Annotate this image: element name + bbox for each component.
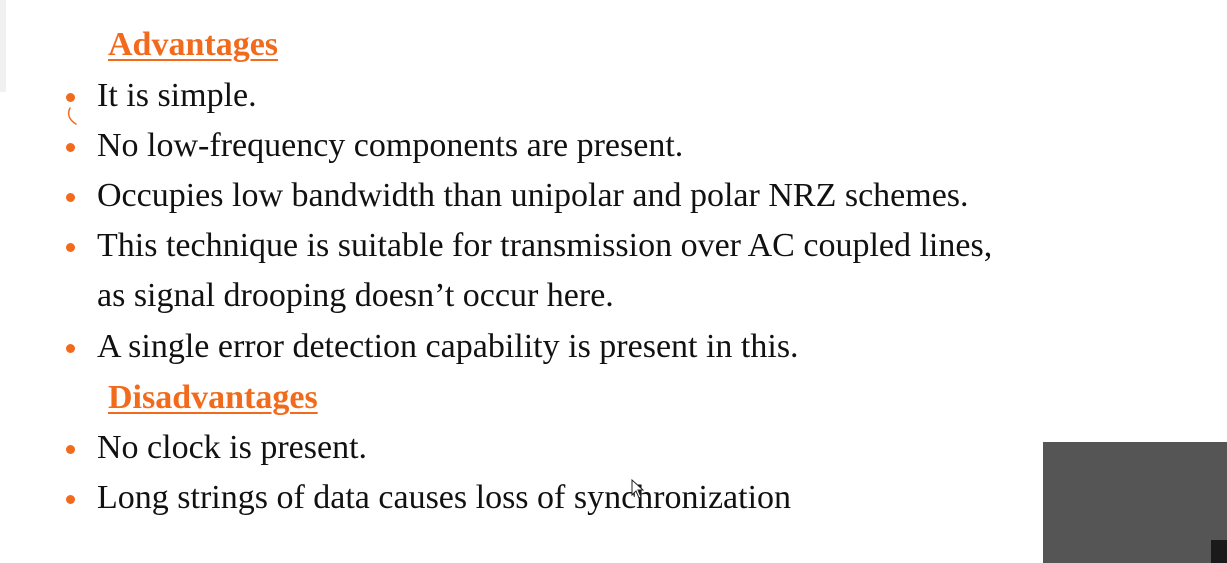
disadvantages-heading: Disadvantages (108, 379, 318, 416)
bullet-icon (66, 193, 75, 202)
advantage-item-text: This technique is suitable for transmiss… (97, 227, 993, 264)
bullet-icon (66, 93, 75, 102)
ink-scribble-icon (67, 107, 77, 125)
bullet-icon (66, 344, 75, 353)
mouse-cursor-icon (631, 479, 645, 499)
bullet-icon (66, 495, 75, 504)
disadvantage-item-text: No clock is present. (97, 429, 368, 466)
advantage-item-text: A single error detection capability is p… (97, 328, 799, 365)
webcam-overlay (1043, 442, 1227, 563)
bullet-icon (66, 445, 75, 454)
advantage-item-4-continuation: as signal drooping doesn’t occur here. (97, 277, 614, 314)
advantage-item-text: Occupies low bandwidth than unipolar and… (97, 177, 969, 214)
advantages-heading: Advantages (108, 26, 279, 63)
left-edge-shade (0, 0, 6, 92)
webcam-corner-shadow (1211, 540, 1227, 563)
advantage-item-text: It is simple. (97, 77, 257, 114)
bullet-icon (66, 243, 75, 252)
disadvantage-item-text: Long strings of data causes loss of sync… (97, 479, 792, 516)
bullet-icon (66, 143, 75, 152)
advantage-item-text: No low-frequency components are present. (97, 127, 684, 164)
